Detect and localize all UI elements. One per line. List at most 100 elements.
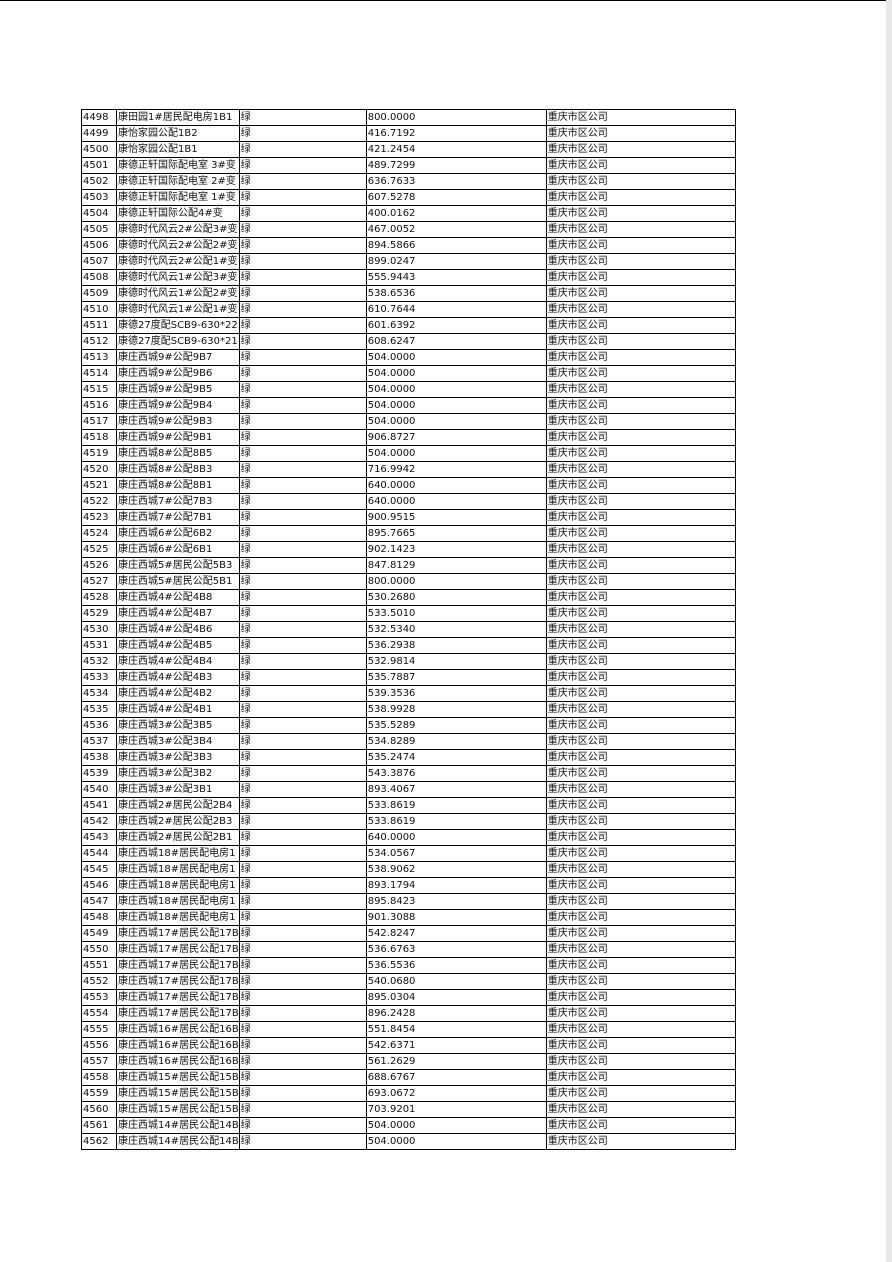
name-cell: 康庄西城8#公配8B3 [116, 461, 240, 478]
value-cell: 504.0000 [365, 349, 547, 366]
row-id-cell: 4545 [81, 861, 117, 878]
row-id-cell: 4531 [81, 637, 117, 654]
company-cell: 重庆市区公司 [545, 749, 736, 766]
color-cell: 绿 [238, 861, 367, 878]
table-row: 4561 康庄西城14#居民公配14B 绿 504.0000 重庆市区公司 [81, 1117, 736, 1134]
company-cell: 重庆市区公司 [545, 989, 736, 1006]
name-cell: 康庄西城15#居民公配15B [116, 1085, 240, 1102]
table-row: 4547 康庄西城18#居民配电房1 绿 895.8423 重庆市区公司 [81, 893, 736, 910]
page-edge [886, 0, 892, 1262]
name-cell: 康庄西城16#居民公配16B [116, 1053, 240, 1070]
table-row: 4560 康庄西城15#居民公配15B 绿 703.9201 重庆市区公司 [81, 1101, 736, 1118]
color-cell: 绿 [238, 1101, 367, 1118]
row-id-cell: 4558 [81, 1069, 117, 1086]
company-cell: 重庆市区公司 [545, 925, 736, 942]
value-cell: 555.9443 [365, 269, 547, 286]
table-row: 4548 康庄西城18#居民配电房1 绿 901.3088 重庆市区公司 [81, 909, 736, 926]
company-cell: 重庆市区公司 [545, 1021, 736, 1038]
table-row: 4535 康庄西城4#公配4B1 绿 538.9928 重庆市区公司 [81, 701, 736, 718]
company-cell: 重庆市区公司 [545, 317, 736, 334]
company-cell: 重庆市区公司 [545, 461, 736, 478]
name-cell: 康庄西城18#居民配电房1 [116, 893, 240, 910]
name-cell: 康庄西城6#公配6B2 [116, 525, 240, 542]
color-cell: 绿 [238, 173, 367, 190]
name-cell: 康庄西城3#公配3B5 [116, 717, 240, 734]
company-cell: 重庆市区公司 [545, 893, 736, 910]
company-cell: 重庆市区公司 [545, 861, 736, 878]
color-cell: 绿 [238, 701, 367, 718]
row-id-cell: 4500 [81, 141, 117, 158]
row-id-cell: 4552 [81, 973, 117, 990]
color-cell: 绿 [238, 285, 367, 302]
name-cell: 康德时代风云1#公配3#变 [116, 269, 240, 286]
color-cell: 绿 [238, 1037, 367, 1054]
company-cell: 重庆市区公司 [545, 285, 736, 302]
value-cell: 504.0000 [365, 1133, 547, 1150]
company-cell: 重庆市区公司 [545, 1133, 736, 1150]
value-cell: 539.3536 [365, 685, 547, 702]
value-cell: 504.0000 [365, 1117, 547, 1134]
row-id-cell: 4519 [81, 445, 117, 462]
company-cell: 重庆市区公司 [545, 349, 736, 366]
table-row: 4550 康庄西城17#居民公配17B 绿 536.6763 重庆市区公司 [81, 941, 736, 958]
company-cell: 重庆市区公司 [545, 637, 736, 654]
row-id-cell: 4525 [81, 541, 117, 558]
name-cell: 康庄西城4#公配4B2 [116, 685, 240, 702]
value-cell: 636.7633 [365, 173, 547, 190]
value-cell: 533.5010 [365, 605, 547, 622]
value-cell: 532.9814 [365, 653, 547, 670]
value-cell: 896.2428 [365, 1005, 547, 1022]
name-cell: 康庄西城14#居民公配14B [116, 1133, 240, 1150]
value-cell: 543.3876 [365, 765, 547, 782]
company-cell: 重庆市区公司 [545, 1069, 736, 1086]
color-cell: 绿 [238, 1133, 367, 1150]
name-cell: 康庄西城4#公配4B6 [116, 621, 240, 638]
data-table: 4498 康田园1#居民配电房1B1 绿 800.0000 重庆市区公司 4499 康怡家园… [81, 109, 736, 1150]
row-id-cell: 4529 [81, 605, 117, 622]
color-cell: 绿 [238, 189, 367, 206]
table-row: 4552 康庄西城17#居民公配17B 绿 540.0680 重庆市区公司 [81, 973, 736, 990]
table-row: 4506 康德时代风云2#公配2#变绿 894.5866 重庆市区公司 [81, 237, 736, 254]
value-cell: 608.6247 [365, 333, 547, 350]
company-cell: 重庆市区公司 [545, 189, 736, 206]
company-cell: 重庆市区公司 [545, 301, 736, 318]
name-cell: 康庄西城4#公配4B5 [116, 637, 240, 654]
name-cell: 康庄西城9#公配9B4 [116, 397, 240, 414]
value-cell: 607.5278 [365, 189, 547, 206]
company-cell: 重庆市区公司 [545, 141, 736, 158]
company-cell: 重庆市区公司 [545, 1053, 736, 1070]
company-cell: 重庆市区公司 [545, 813, 736, 830]
company-cell: 重庆市区公司 [545, 125, 736, 142]
row-id-cell: 4540 [81, 781, 117, 798]
name-cell: 康德正轩国际配电室 1#变 [116, 189, 240, 206]
row-id-cell: 4557 [81, 1053, 117, 1070]
name-cell: 康庄西城2#居民公配2B3 [116, 813, 240, 830]
value-cell: 895.8423 [365, 893, 547, 910]
value-cell: 504.0000 [365, 445, 547, 462]
color-cell: 绿 [238, 525, 367, 542]
color-cell: 绿 [238, 989, 367, 1006]
color-cell: 绿 [238, 317, 367, 334]
company-cell: 重庆市区公司 [545, 413, 736, 430]
row-id-cell: 4536 [81, 717, 117, 734]
row-id-cell: 4501 [81, 157, 117, 174]
color-cell: 绿 [238, 333, 367, 350]
table-row: 4501 康德正轩国际配电室 3#变绿 489.7299 重庆市区公司 [81, 157, 736, 174]
value-cell: 535.7887 [365, 669, 547, 686]
company-cell: 重庆市区公司 [545, 685, 736, 702]
table-row: 4555 康庄西城16#居民公配16B 绿 551.8454 重庆市区公司 [81, 1021, 736, 1038]
name-cell: 康德27度配SCB9-630*22 [116, 317, 240, 334]
company-cell: 重庆市区公司 [545, 445, 736, 462]
table-row: 4541 康庄西城2#居民公配2B4 绿 533.8619 重庆市区公司 [81, 797, 736, 814]
value-cell: 610.7644 [365, 301, 547, 318]
table-row: 4519 康庄西城8#公配8B5 绿 504.0000 重庆市区公司 [81, 445, 736, 462]
table-row: 4562 康庄西城14#居民公配14B 绿 504.0000 重庆市区公司 [81, 1133, 736, 1150]
company-cell: 重庆市区公司 [545, 509, 736, 526]
row-id-cell: 4548 [81, 909, 117, 926]
row-id-cell: 4527 [81, 573, 117, 590]
table-row: 4542 康庄西城2#居民公配2B3 绿 533.8619 重庆市区公司 [81, 813, 736, 830]
name-cell: 康庄西城2#居民公配2B1 [116, 829, 240, 846]
row-id-cell: 4503 [81, 189, 117, 206]
value-cell: 535.5289 [365, 717, 547, 734]
row-id-cell: 4516 [81, 397, 117, 414]
